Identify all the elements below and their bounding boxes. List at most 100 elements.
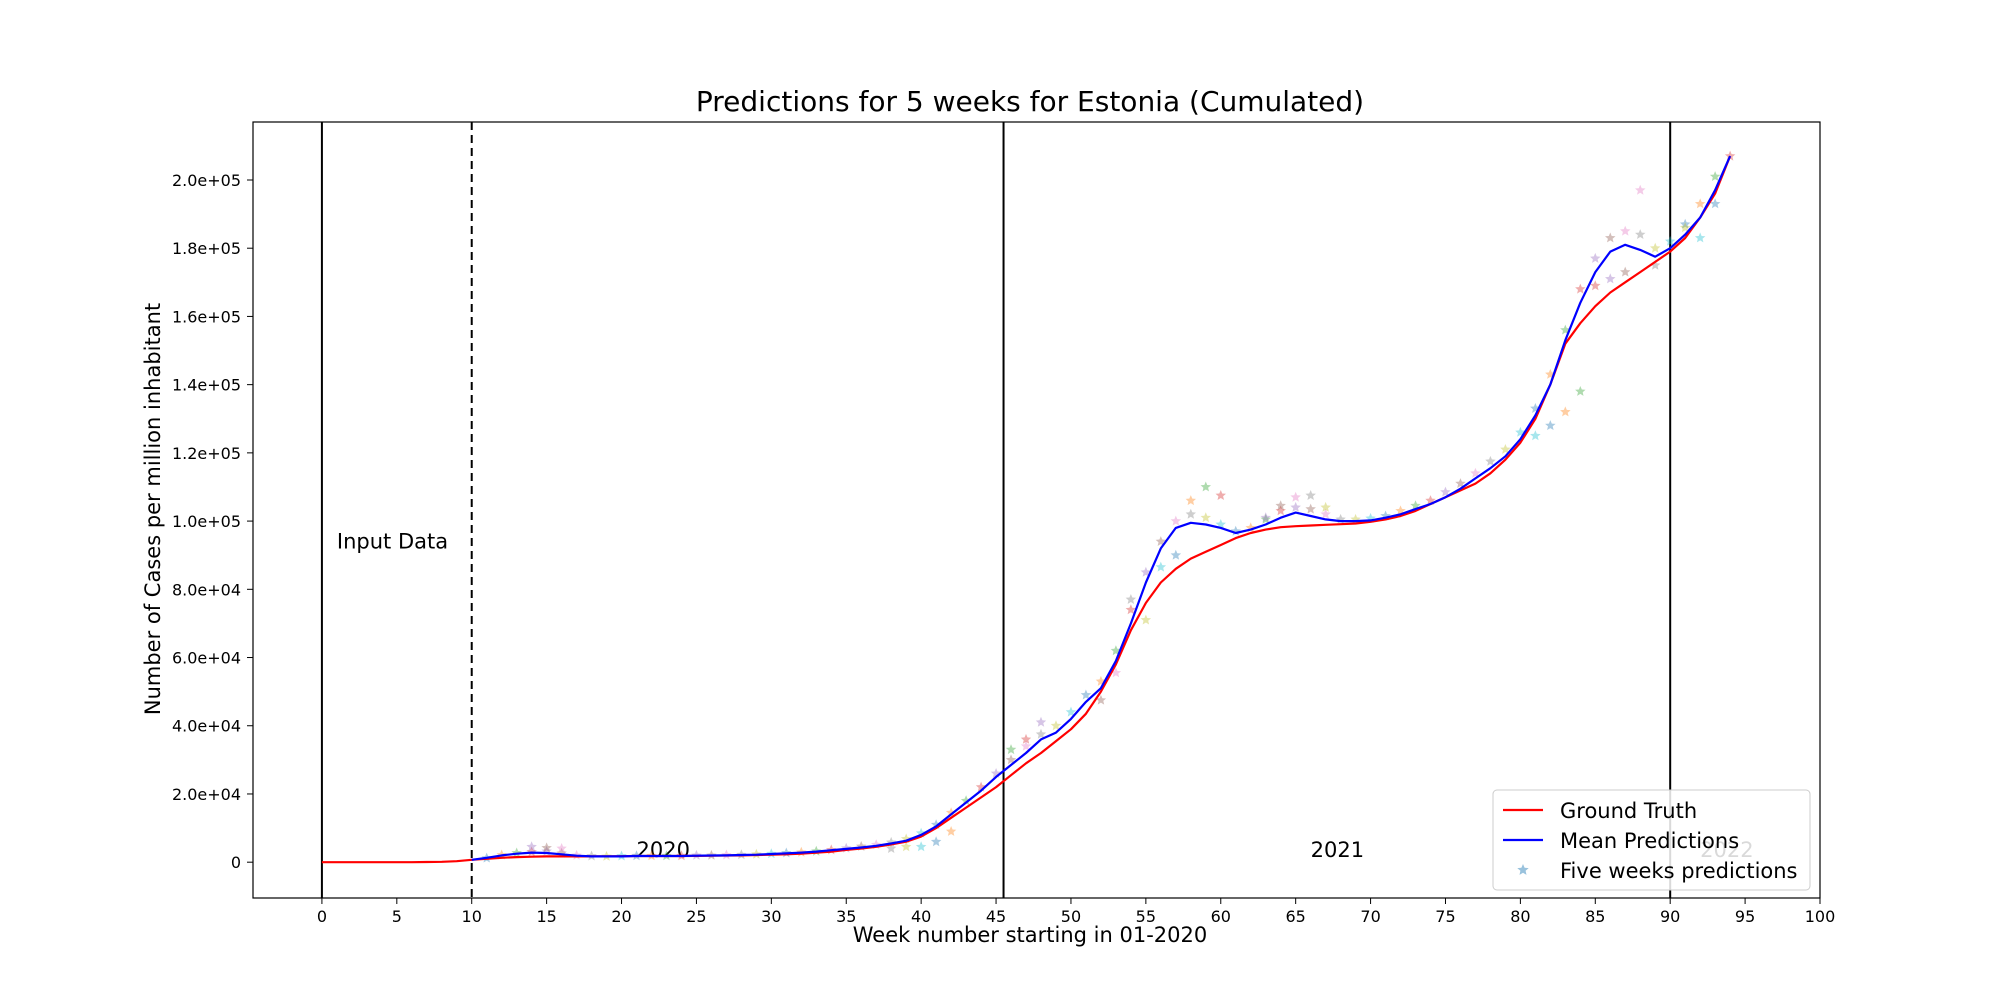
legend-label: Ground Truth — [1560, 799, 1697, 823]
chart-title: Predictions for 5 weeks for Estonia (Cum… — [696, 85, 1364, 118]
prediction-star — [930, 836, 942, 847]
prediction-star — [945, 807, 957, 818]
x-tick-label: 65 — [1285, 907, 1305, 926]
prediction-star — [1635, 184, 1646, 195]
prediction-star — [1305, 503, 1316, 514]
prediction-star — [1125, 604, 1137, 615]
prediction-star — [1679, 218, 1691, 229]
prediction-star — [1200, 481, 1211, 492]
prediction-star — [1605, 232, 1616, 243]
prediction-star — [1590, 280, 1601, 291]
prediction-star — [1140, 614, 1152, 625]
x-tick-label: 10 — [462, 907, 482, 926]
x-tick-label: 60 — [1211, 907, 1231, 926]
x-tick-label: 40 — [911, 907, 931, 926]
prediction-star — [1620, 266, 1631, 277]
prediction-star — [1590, 252, 1601, 263]
legend-label: Mean Predictions — [1560, 829, 1739, 853]
x-tick-label: 100 — [1805, 907, 1836, 926]
x-tick-label: 85 — [1585, 907, 1605, 926]
annotation-label: 2021 — [1311, 838, 1364, 862]
annotation-label: 2020 — [637, 838, 690, 862]
x-tick-label: 80 — [1510, 907, 1530, 926]
prediction-star — [1275, 505, 1286, 516]
prediction-star — [1650, 242, 1661, 253]
prediction-star — [1605, 273, 1616, 284]
prediction-star — [1635, 229, 1646, 239]
y-tick-label: 1.6e+05 — [172, 307, 241, 326]
prediction-star — [960, 795, 972, 806]
prediction-star — [1335, 513, 1346, 524]
y-axis: 0 2.0e+04 4.0e+04 6.0e+04 8.0e+04 1.0e+05 1.2e… — [172, 171, 253, 872]
prediction-star — [526, 841, 537, 852]
x-tick-label: 30 — [761, 907, 781, 926]
prediction-star — [1560, 406, 1571, 417]
prediction-star — [1125, 594, 1137, 604]
period-dividers — [320, 122, 1672, 898]
x-tick-label: 15 — [536, 907, 556, 926]
prediction-star — [1290, 501, 1301, 512]
x-tick-label: 45 — [986, 907, 1006, 926]
prediction-star — [1724, 150, 1736, 161]
prediction-star — [1515, 426, 1526, 437]
prediction-star — [1305, 490, 1316, 500]
prediction-star — [1005, 744, 1017, 755]
x-tick-label: 95 — [1735, 907, 1755, 926]
prediction-star — [1709, 198, 1721, 209]
prediction-star — [1035, 716, 1047, 727]
prediction-star — [1500, 444, 1511, 454]
prediction-star — [1320, 508, 1331, 519]
x-tick-label: 50 — [1061, 907, 1081, 926]
prediction-star — [945, 826, 957, 836]
x-axis-label: Week number starting in 01-2020 — [853, 923, 1207, 947]
x-tick-label: 20 — [611, 907, 631, 926]
y-tick-label: 8.0e+04 — [172, 580, 241, 599]
prediction-star — [1260, 512, 1271, 523]
prediction-star — [1200, 512, 1211, 523]
prediction-star — [556, 843, 567, 853]
legend-swatch-star — [1517, 864, 1529, 875]
y-tick-label: 1.8e+05 — [172, 239, 241, 258]
five-weeks-predictions-markers — [481, 150, 1736, 863]
prediction-star — [1694, 232, 1706, 243]
prediction-star — [1620, 225, 1631, 236]
prediction-star — [1065, 706, 1077, 717]
prediction-star — [1215, 490, 1226, 500]
mean-predictions-line — [471, 155, 1732, 861]
x-tick-label: 55 — [1136, 907, 1156, 926]
prediction-star — [526, 846, 537, 857]
legend-label: Five weeks predictions — [1560, 859, 1798, 883]
prediction-star — [1020, 740, 1032, 751]
prediction-star — [1020, 733, 1032, 744]
prediction-star — [1260, 513, 1271, 524]
y-tick-label: 1.4e+05 — [172, 376, 241, 395]
prediction-star — [1694, 198, 1706, 209]
prediction-star — [1575, 283, 1586, 294]
line-series — [321, 155, 1732, 864]
prediction-star — [1679, 222, 1691, 233]
prediction-star — [1035, 728, 1047, 739]
prediction-star — [1485, 455, 1496, 466]
y-tick-label: 2.0e+04 — [172, 785, 241, 804]
x-tick-label: 35 — [836, 907, 856, 926]
plot-area — [252, 121, 1821, 899]
y-tick-label: 6.0e+04 — [172, 649, 241, 668]
prediction-star — [1170, 549, 1182, 560]
prediction-star — [915, 841, 927, 852]
prediction-star — [1170, 515, 1182, 526]
prediction-star — [1155, 561, 1167, 572]
x-tick-label: 90 — [1660, 907, 1680, 926]
y-tick-label: 1.0e+05 — [172, 512, 241, 531]
prediction-star — [1185, 495, 1196, 506]
prediction-star — [1665, 235, 1676, 246]
y-tick-label: 4.0e+04 — [172, 717, 241, 736]
x-tick-label: 70 — [1360, 907, 1380, 926]
annotation-label: Input Data — [337, 529, 448, 553]
prediction-star — [1050, 720, 1062, 731]
prediction-star — [1709, 171, 1721, 181]
prediction-star — [1320, 501, 1331, 512]
ground-truth-line — [321, 155, 1732, 864]
prediction-star — [1275, 500, 1286, 511]
prediction-star — [1545, 420, 1556, 430]
prediction-star — [900, 841, 912, 852]
